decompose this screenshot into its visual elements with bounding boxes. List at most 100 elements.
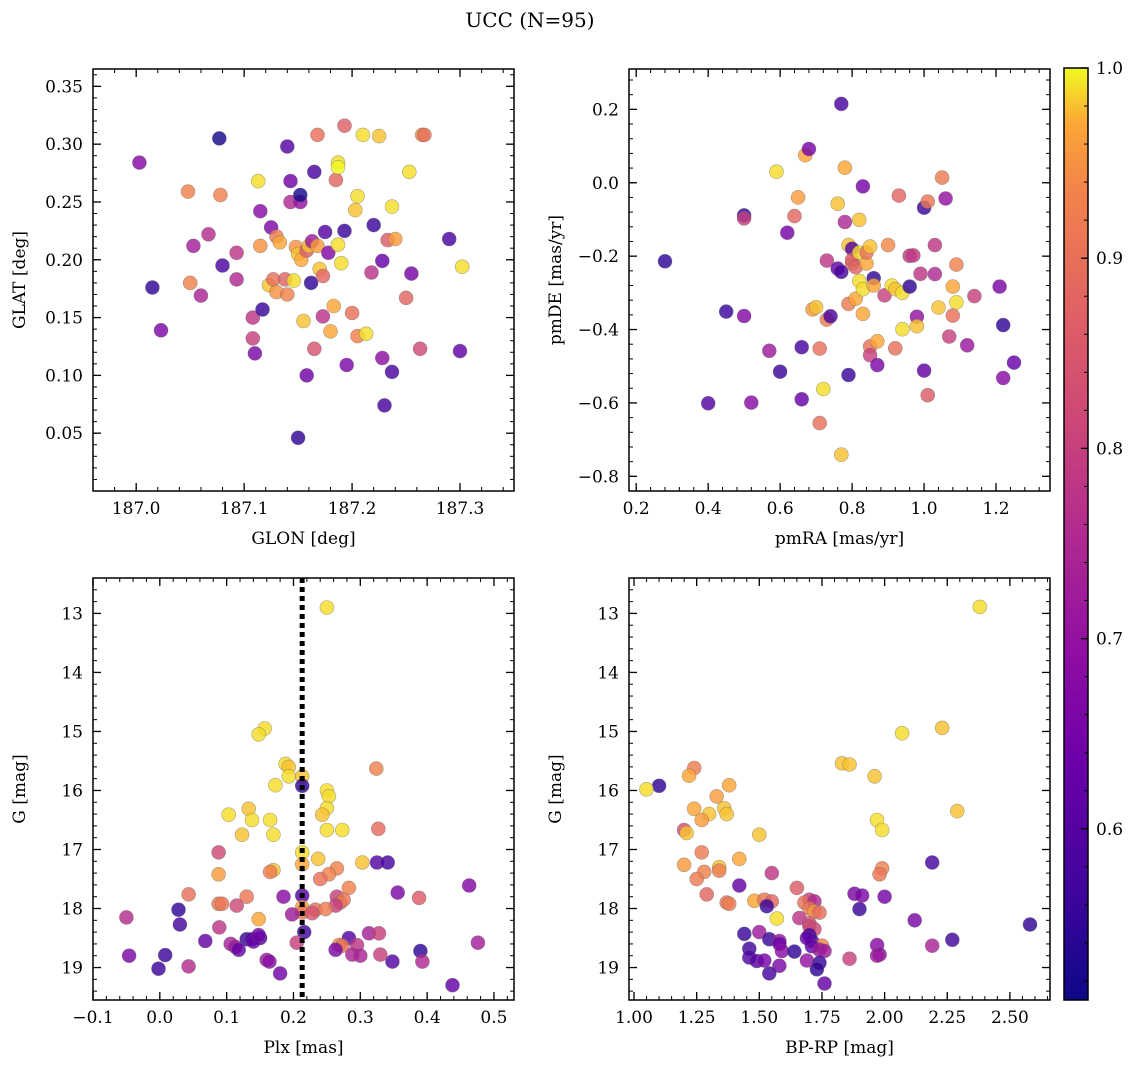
y-tick-label: 17 — [61, 840, 83, 860]
data-point — [833, 96, 849, 112]
data-point — [132, 155, 147, 170]
data-point — [404, 266, 419, 281]
data-point — [887, 340, 903, 356]
colorbar-tick-label: 0.8 — [1096, 439, 1123, 459]
data-point — [736, 308, 752, 324]
y-tick-label: 0.2 — [592, 100, 619, 120]
data-point — [830, 196, 846, 211]
data-point — [317, 224, 333, 240]
glon-glat-points — [132, 118, 470, 446]
data-point — [789, 880, 805, 896]
y-tick-label: 0.35 — [45, 77, 83, 97]
bprp-g-points — [639, 599, 1038, 991]
x-tick-label: 1.75 — [803, 1008, 841, 1028]
axes-frame — [628, 577, 1051, 1001]
y-tick-label: 14 — [597, 663, 619, 683]
y-tick-label: 0.15 — [45, 309, 83, 329]
data-point — [837, 160, 853, 175]
data-point — [251, 727, 267, 742]
data-point — [182, 275, 198, 291]
data-point — [364, 265, 379, 280]
data-point — [913, 266, 928, 282]
data-point — [344, 305, 360, 321]
data-point — [281, 768, 297, 784]
data-point — [334, 822, 350, 838]
x-tick-label: 1.00 — [615, 1008, 653, 1028]
data-point — [172, 917, 188, 932]
data-point — [290, 430, 306, 446]
data-point — [384, 364, 400, 380]
data-point — [374, 350, 390, 366]
data-point — [764, 865, 780, 881]
x-tick-label: 0.2 — [280, 1008, 307, 1028]
data-point — [385, 954, 400, 969]
y-tick-label: 19 — [61, 959, 83, 979]
data-point — [296, 313, 311, 329]
data-point — [949, 803, 965, 819]
data-point — [916, 363, 932, 378]
data-point — [330, 237, 346, 252]
y-tick-label: 0.20 — [45, 251, 83, 271]
data-point — [743, 395, 759, 410]
data-point — [412, 341, 428, 357]
data-point — [355, 127, 371, 143]
data-point — [221, 807, 236, 823]
data-point — [470, 935, 486, 951]
data-point — [877, 889, 892, 905]
x-tick-label: 0.3 — [347, 1008, 374, 1028]
data-point — [841, 367, 856, 383]
data-point — [266, 827, 281, 843]
data-point — [337, 223, 352, 239]
axes-frame — [92, 577, 515, 1001]
data-point — [945, 279, 961, 294]
data-point — [181, 959, 196, 974]
y-tick-label: 0.25 — [45, 193, 83, 213]
data-point — [769, 911, 785, 926]
data-point — [794, 339, 810, 355]
data-point — [231, 942, 246, 958]
data-point — [262, 954, 277, 969]
data-point — [262, 864, 278, 880]
data-point — [852, 901, 867, 917]
data-point — [229, 245, 244, 261]
data-point — [186, 238, 201, 254]
data-point — [212, 131, 227, 146]
data-point — [251, 911, 267, 927]
y-tick-label: −0.2 — [578, 247, 619, 267]
data-point — [719, 806, 735, 822]
data-point — [201, 227, 216, 242]
data-point — [731, 851, 747, 867]
data-point — [927, 237, 943, 253]
y-tick-label: 0.0 — [592, 174, 619, 194]
data-point — [151, 961, 166, 977]
data-point — [279, 139, 295, 154]
data-point — [352, 948, 368, 964]
plx-g-panel: −0.1 0.0 0.1 0.2 0.3 0.4 0.5 13 14 15 16 17 18 19 Plx … — [10, 577, 515, 1058]
y-tick-label: 19 — [597, 959, 619, 979]
data-point — [211, 866, 226, 882]
data-point — [862, 239, 878, 254]
data-point — [833, 447, 849, 463]
data-point — [874, 822, 890, 838]
y-tick-label: −0.4 — [578, 321, 619, 341]
y-tick-label: 15 — [61, 722, 83, 742]
data-point — [869, 357, 885, 373]
x-tick-label: 2.00 — [866, 1008, 904, 1028]
data-point — [869, 333, 885, 349]
data-point — [211, 845, 226, 860]
data-point — [268, 777, 283, 793]
data-point — [801, 141, 817, 157]
data-point — [310, 238, 325, 254]
y-tick-label: 15 — [597, 722, 619, 742]
x-tick-label: 0.2 — [623, 499, 650, 519]
x-tick-label: 187.2 — [328, 499, 377, 519]
data-point — [245, 310, 261, 325]
data-point — [330, 160, 346, 175]
y-tick-label: 17 — [597, 840, 619, 860]
data-point — [337, 118, 352, 133]
data-point — [924, 938, 940, 954]
x-axis-label: GLON [deg] — [251, 529, 355, 549]
data-point — [401, 164, 417, 180]
data-point — [370, 821, 386, 837]
data-point — [354, 855, 370, 870]
